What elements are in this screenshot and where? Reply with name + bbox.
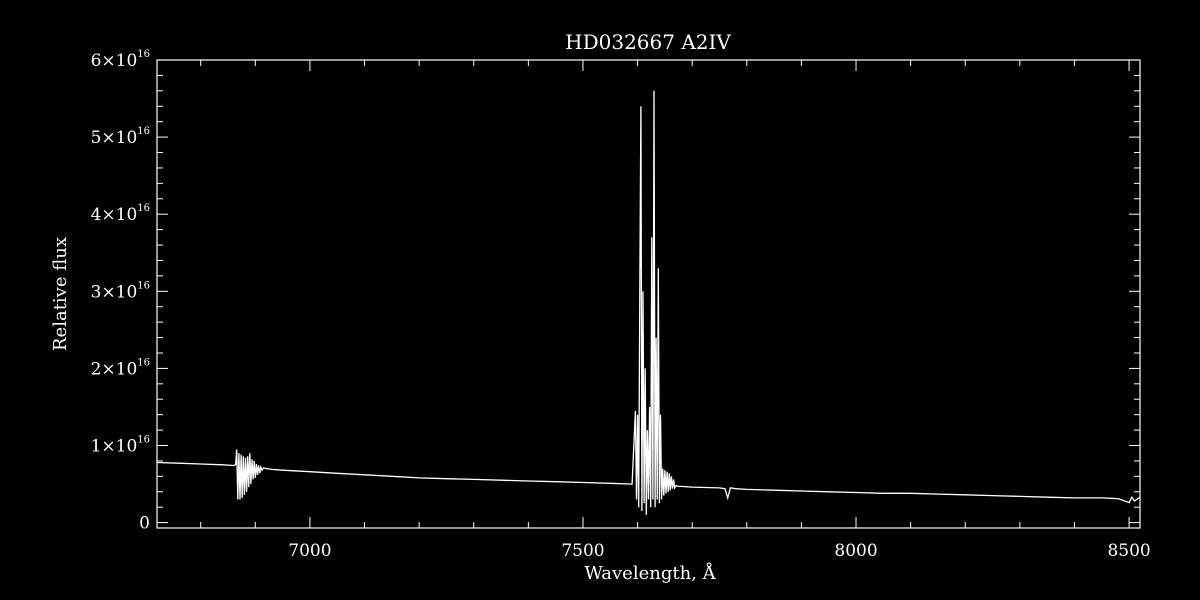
x-tick-label: 7000 [288,541,331,561]
y-tick-label: 6×1016 [91,49,150,71]
plot-frame [156,59,1141,529]
y-tick-label: 1×1016 [91,435,150,457]
spectrum-line [156,90,1141,515]
tick-marks [157,59,1140,528]
y-tick-label: 4×1016 [91,203,150,225]
y-tick-label: 5×1016 [91,126,150,148]
y-tick-label: 2×1016 [91,357,150,379]
axes [156,59,1141,529]
x-tick-labels: 7000 7500 8000 8500 [288,541,1150,561]
y-axis-label: Relative flux [50,237,71,351]
x-axis-label: Wavelength, Å [584,562,716,584]
x-tick-label: 8000 [834,541,877,561]
y-tick-labels: 0 1×1016 2×1016 3×1016 4×1016 5×1016 6×1016 [91,49,150,534]
chart-title: HD032667 A2IV [565,30,731,54]
y-tick-label: 3×1016 [91,280,150,302]
y-tick-label: 0 [139,514,150,534]
x-tick-label: 8500 [1107,541,1150,561]
x-tick-label: 7500 [561,541,604,561]
series-group [156,90,1141,515]
